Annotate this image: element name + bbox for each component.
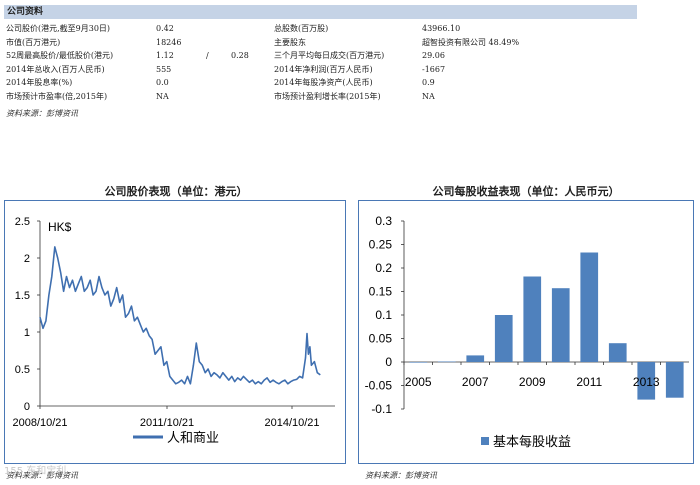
source-note-top: 资料来源：彭博资讯 bbox=[6, 109, 78, 118]
y-tick-label: 1 bbox=[24, 327, 30, 339]
source-note-left: 资料来源：彭博资讯 bbox=[6, 471, 78, 480]
y-tick-label: 0.2 bbox=[375, 261, 392, 275]
y-tick-label: 0.1 bbox=[375, 308, 392, 322]
info-label-2: 三个月平均每日成交(百万港元) bbox=[274, 51, 385, 60]
price-line bbox=[39, 246, 321, 385]
eps-bar bbox=[637, 362, 656, 400]
eps-bar bbox=[466, 355, 485, 362]
source-note-right: 资料来源：彭博资讯 bbox=[365, 471, 437, 480]
info-row: 2014年股息率(%) 0.0 2014年每股净资产(人民币) 0.9 bbox=[6, 76, 636, 90]
x-tick-label: 2009 bbox=[519, 375, 546, 389]
eps-bar bbox=[437, 361, 456, 363]
info-label-2: 总股数(百万股) bbox=[274, 24, 329, 33]
info-label: 2014年股息率(%) bbox=[6, 78, 73, 87]
info-label: 52周最高股价/最低股价(港元) bbox=[6, 51, 114, 60]
info-label-2: 市场预计盈利增长率(2015年) bbox=[274, 91, 381, 101]
info-row: 市场预计市盈率(倍,2015年) NA 市场预计盈利增长率(2015年) NA bbox=[6, 90, 636, 104]
eps-chart-title: 公司每股收益表现（单位：人民币元） bbox=[432, 185, 620, 198]
y-tick-label: -0.05 bbox=[365, 379, 393, 393]
info-value: 18246 bbox=[156, 37, 182, 47]
y-tick-label: 0 bbox=[24, 401, 30, 413]
info-value: 555 bbox=[156, 64, 172, 74]
info-label: 市值(百万港元) bbox=[6, 37, 61, 47]
company-info-table: 公司股价(港元,截至9月30日) 0.42 总股数(百万股) 43966.10 市值(百… bbox=[6, 22, 636, 103]
info-label-2: 2014年每股净资产(人民币) bbox=[274, 78, 373, 87]
x-tick-label: 2011/10/21 bbox=[140, 417, 194, 429]
info-label: 2014年总收入(百万人民币) bbox=[6, 64, 105, 74]
y-tick-label: 2 bbox=[24, 253, 30, 265]
x-tick-label: 2007 bbox=[462, 375, 489, 389]
info-value-2: 43966.10 bbox=[422, 24, 461, 33]
info-label: 公司股价(港元,截至9月30日) bbox=[6, 24, 111, 33]
info-value-2: -1667 bbox=[422, 64, 446, 74]
y-tick-label: 0.05 bbox=[369, 332, 393, 346]
y-tick-label: -0.1 bbox=[371, 402, 392, 416]
watermark-logo: 155 东和宝利 bbox=[4, 466, 67, 477]
info-value-low: 0.28 bbox=[231, 51, 249, 60]
legend-swatch bbox=[481, 437, 489, 445]
info-value-2: NA bbox=[422, 91, 435, 101]
stock-price-chart: 0 0.5 1 1.5 2 2.5 HK$ 2008/10/21 2011/10/21 2014/… bbox=[4, 200, 346, 464]
info-separator: / bbox=[206, 51, 209, 60]
eps-bar bbox=[523, 276, 542, 362]
x-tick-label: 2008/10/21 bbox=[12, 417, 67, 429]
info-value-2: 29.06 bbox=[422, 51, 445, 60]
y-tick-label: 0.15 bbox=[369, 285, 393, 299]
info-label-2: 主要股东 bbox=[274, 37, 306, 47]
y-tick-label: 0.3 bbox=[375, 214, 392, 228]
info-value-2: 超智投资有限公司 48.49% bbox=[422, 37, 520, 47]
legend-label: 基本每股收益 bbox=[493, 434, 571, 449]
x-tick-label: 2005 bbox=[405, 375, 432, 389]
y-tick-label: 0.25 bbox=[369, 238, 393, 252]
info-row: 公司股价(港元,截至9月30日) 0.42 总股数(百万股) 43966.10 bbox=[6, 22, 636, 36]
eps-bar bbox=[665, 362, 684, 398]
stock-price-chart-svg: 0 0.5 1 1.5 2 2.5 HK$ 2008/10/21 2011/10/21 2014/… bbox=[12, 216, 335, 445]
info-row: 市值(百万港元) 18246 主要股东 超智投资有限公司 48.49% bbox=[6, 36, 636, 50]
section-header: 公司资料 bbox=[4, 5, 637, 19]
eps-chart-svg: -0.1 -0.05 0 0.05 0.1 0.15 0.2 0.25 0.3 2005 2007 2… bbox=[365, 214, 689, 449]
eps-bar bbox=[608, 343, 627, 362]
x-tick-label: 2013 bbox=[633, 375, 660, 389]
info-value: 0.42 bbox=[156, 24, 174, 33]
eps-bar bbox=[494, 315, 513, 362]
eps-chart: -0.1 -0.05 0 0.05 0.1 0.15 0.2 0.25 0.3 2005 2007 2… bbox=[358, 200, 694, 464]
info-value: 1.12 bbox=[156, 51, 174, 60]
info-row: 2014年总收入(百万人民币) 555 2014年净利润(百万人民币) -1667 bbox=[6, 63, 636, 77]
info-value-2: 0.9 bbox=[422, 78, 435, 87]
legend-label: 人和商业 bbox=[167, 430, 219, 445]
info-label-2: 2014年净利润(百万人民币) bbox=[274, 64, 373, 74]
eps-bar bbox=[409, 362, 428, 363]
eps-bar bbox=[580, 252, 599, 362]
y-tick-label: 1.5 bbox=[15, 290, 30, 302]
info-row: 52周最高股价/最低股价(港元) 1.12 / 0.28 三个月平均每日成交(百万港元)… bbox=[6, 49, 636, 63]
info-label: 市场预计市盈率(倍,2015年) bbox=[6, 91, 108, 101]
eps-bar bbox=[551, 288, 570, 362]
y-tick-label: 2.5 bbox=[15, 216, 30, 228]
info-value: 0.0 bbox=[156, 78, 169, 87]
y-tick-label: 0.5 bbox=[15, 364, 30, 376]
info-value: NA bbox=[156, 91, 169, 101]
unit-label: HK$ bbox=[48, 220, 72, 234]
section-title: 公司资料 bbox=[7, 7, 44, 17]
x-tick-label: 2014/10/21 bbox=[264, 417, 319, 429]
stock-price-chart-title: 公司股价表现（单位：港元） bbox=[104, 185, 248, 198]
x-tick-label: 2011 bbox=[576, 375, 602, 389]
y-tick-label: 0 bbox=[385, 355, 392, 369]
